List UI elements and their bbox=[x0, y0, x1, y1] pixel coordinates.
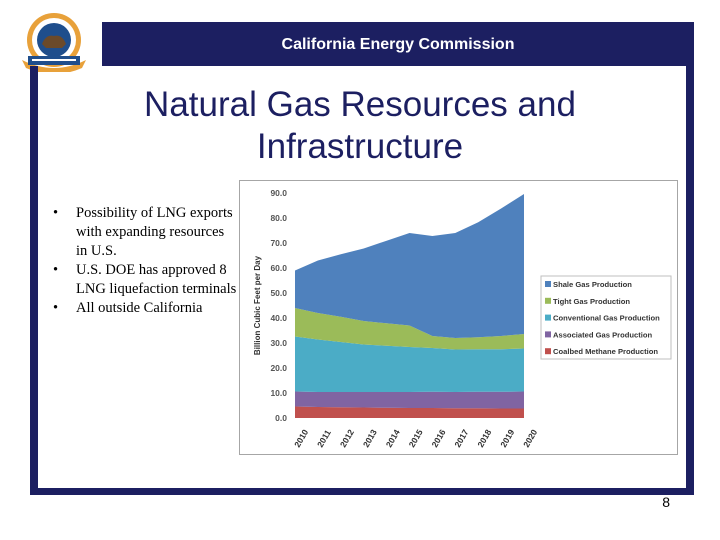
y-tick-label: 20.0 bbox=[270, 363, 287, 373]
bullet-list: • Possibility of LNG exports with expandi… bbox=[48, 204, 238, 318]
bullet-item: • Possibility of LNG exports with expandi… bbox=[48, 204, 238, 261]
x-tick-label: 2019 bbox=[498, 427, 516, 449]
bullet-text: All outside California bbox=[76, 300, 203, 316]
x-tick-label: 2010 bbox=[292, 427, 310, 449]
y-tick-label: 60.0 bbox=[270, 263, 287, 273]
chart-svg: 0.0 10.0 20.0 30.0 40.0 50.0 60.0 70.0 80.0 90.0 B… bbox=[253, 188, 672, 449]
legend-swatch bbox=[545, 281, 551, 287]
y-tick-label: 70.0 bbox=[270, 238, 287, 248]
page-number: 8 bbox=[662, 494, 670, 510]
legend-swatch bbox=[545, 331, 551, 338]
slide-title: Natural Gas Resources and Infrastructure bbox=[144, 85, 576, 166]
bullet-text: U.S. DOE has approved 8 LNG liquefaction… bbox=[76, 262, 237, 297]
legend-label: Conventional Gas Production bbox=[553, 314, 660, 323]
bullet-dot-icon: • bbox=[53, 262, 59, 278]
bullet-dot-icon: • bbox=[53, 300, 59, 316]
y-tick-label: 50.0 bbox=[270, 288, 287, 298]
area-series bbox=[295, 194, 524, 338]
bullet-item: • All outside California bbox=[48, 299, 238, 318]
bullet-text: Possibility of LNG exports with expandin… bbox=[76, 205, 233, 259]
y-tick-label: 10.0 bbox=[270, 388, 287, 398]
y-tick-label: 40.0 bbox=[270, 313, 287, 323]
area-series bbox=[295, 391, 524, 409]
legend-label: Coalbed Methane Production bbox=[553, 347, 658, 356]
slide-frame-bottom bbox=[30, 488, 694, 495]
y-tick-label: 0.0 bbox=[275, 413, 287, 423]
x-tick-label: 2015 bbox=[407, 427, 425, 449]
legend-label: Tight Gas Production bbox=[553, 297, 630, 306]
x-tick-label: 2018 bbox=[475, 427, 493, 449]
area-series bbox=[295, 308, 524, 350]
legend-box bbox=[540, 275, 672, 360]
california-energy-commission-seal bbox=[22, 13, 86, 72]
y-tick-label: 90.0 bbox=[270, 188, 287, 198]
y-axis-title: Billion Cubic Feet per Day bbox=[253, 255, 262, 355]
legend-label: Shale Gas Production bbox=[553, 280, 632, 289]
legend-label: Associated Gas Production bbox=[553, 330, 653, 339]
y-tick-label: 80.0 bbox=[270, 213, 287, 223]
slide-frame-left bbox=[30, 66, 38, 494]
x-tick-label: 2016 bbox=[429, 427, 447, 449]
x-tick-label: 2014 bbox=[384, 427, 402, 449]
x-tick-label: 2020 bbox=[521, 427, 539, 449]
x-tick-label: 2011 bbox=[315, 428, 333, 449]
area-series bbox=[295, 406, 524, 418]
x-tick-label: 2013 bbox=[361, 427, 379, 449]
area-series bbox=[295, 336, 524, 392]
header-title: California Energy Commission bbox=[281, 36, 515, 53]
slide-frame-right bbox=[686, 66, 694, 494]
legend-swatch bbox=[545, 348, 551, 355]
legend-swatch bbox=[545, 314, 551, 321]
gas-production-chart: 0.0 10.0 20.0 30.0 40.0 50.0 60.0 70.0 80.0 90.0 B… bbox=[239, 180, 678, 455]
bullet-dot-icon: • bbox=[53, 205, 59, 221]
legend-swatch bbox=[545, 297, 551, 304]
bullet-item: • U.S. DOE has approved 8 LNG liquefactio… bbox=[48, 261, 238, 299]
header-bar bbox=[102, 22, 694, 66]
x-tick-label: 2017 bbox=[452, 427, 470, 449]
y-tick-label: 30.0 bbox=[270, 338, 287, 348]
x-tick-label: 2012 bbox=[338, 427, 356, 449]
